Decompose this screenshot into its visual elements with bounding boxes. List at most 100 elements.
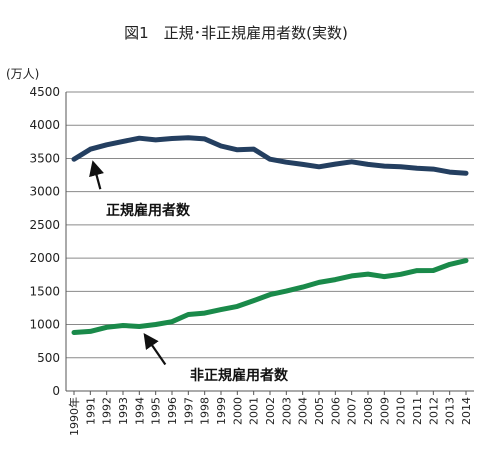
data-point <box>170 137 174 140</box>
x-tick-label: 2012 <box>427 397 440 425</box>
data-point <box>89 330 92 333</box>
data-point <box>105 326 108 329</box>
data-point <box>399 165 402 169</box>
x-tick-label: 1994 <box>133 397 146 425</box>
y-axis-ticks: 0 500 1000 1500 2000 2500 3000 3500 4000 4500 <box>29 85 60 398</box>
x-tick-label: 2003 <box>280 397 293 425</box>
data-point <box>138 325 141 328</box>
data-point <box>252 299 255 302</box>
data-point <box>72 331 76 334</box>
gridlines <box>66 91 474 359</box>
series-line-nonregular <box>71 258 469 335</box>
x-tick-label: 2006 <box>329 397 342 425</box>
x-tick-label: 2002 <box>264 397 277 425</box>
x-tick-label: 1991 <box>84 397 97 425</box>
x-tick-label: 1997 <box>182 397 195 425</box>
x-tick-label: 2009 <box>378 397 391 425</box>
data-point <box>268 293 272 296</box>
x-tick-label: 1995 <box>150 397 163 425</box>
data-point <box>285 160 288 164</box>
data-point <box>334 278 337 281</box>
data-point <box>285 289 288 293</box>
data-point <box>448 263 451 266</box>
x-tick-label: 2013 <box>444 397 457 425</box>
data-point <box>219 144 223 148</box>
data-point <box>154 323 157 326</box>
x-tick-label: 1992 <box>101 397 114 425</box>
data-point <box>187 136 190 139</box>
x-tick-label: 2001 <box>248 397 261 425</box>
data-point <box>415 167 419 170</box>
x-tick-label: 1990年 <box>67 397 81 436</box>
x-tick-label: 2007 <box>346 397 359 425</box>
x-axis-ticks: 1990年 1991 1992 1993 1994 1995 1996 1997 1998 199… <box>67 391 473 436</box>
data-point <box>121 324 125 327</box>
data-point <box>203 137 206 141</box>
data-point <box>366 163 370 166</box>
y-tick-label: 0 <box>52 384 60 398</box>
annotation-label-regular: 正規雇用者数 <box>106 202 191 219</box>
data-point <box>317 165 321 169</box>
data-point <box>252 147 255 151</box>
x-tick-label: 1993 <box>117 397 130 425</box>
series-line-regular <box>71 135 469 176</box>
data-point <box>72 158 76 161</box>
y-tick-label: 3000 <box>29 185 60 199</box>
data-point <box>432 269 435 272</box>
data-point <box>301 285 304 289</box>
y-tick-label: 4000 <box>29 118 60 132</box>
x-tick-label: 2014 <box>460 397 473 425</box>
data-point <box>366 272 370 276</box>
data-point <box>383 275 386 278</box>
y-tick-label: 1500 <box>29 284 60 298</box>
x-tick-label: 2004 <box>297 397 310 425</box>
data-point <box>415 269 419 272</box>
x-tick-label: 2010 <box>395 397 408 425</box>
annotation-arrow-nonregular <box>143 332 167 366</box>
data-point <box>383 164 386 168</box>
x-tick-label: 2008 <box>362 397 375 425</box>
y-tick-label: 500 <box>37 351 60 365</box>
x-axis <box>65 92 474 392</box>
series-lines <box>71 135 469 335</box>
annotation-label-nonregular: 非正規雇用者数 <box>190 367 289 384</box>
x-tick-label: 1998 <box>199 397 212 425</box>
data-point <box>170 320 174 323</box>
data-point <box>219 308 223 311</box>
data-point <box>464 259 468 262</box>
data-point <box>268 157 272 161</box>
data-point <box>187 313 190 316</box>
data-point <box>203 311 206 315</box>
data-point <box>301 163 304 166</box>
data-point <box>89 148 92 151</box>
data-point <box>236 148 239 152</box>
chart-title: 図1 正規･非正規雇用者数(実数) <box>124 24 348 42</box>
y-tick-label: 2500 <box>29 218 60 232</box>
annotation-arrow-regular <box>89 160 104 190</box>
y-tick-label: 1000 <box>29 318 60 332</box>
data-point <box>154 138 157 142</box>
data-point <box>121 140 125 143</box>
data-point <box>236 305 239 308</box>
x-tick-label: 1999 <box>215 397 228 425</box>
x-tick-label: 2011 <box>411 397 424 425</box>
data-point <box>334 162 337 166</box>
y-tick-label: 4500 <box>29 85 60 99</box>
data-point <box>317 281 321 284</box>
data-point <box>105 143 108 147</box>
data-point <box>432 167 435 171</box>
data-point <box>138 136 141 140</box>
data-point <box>350 274 353 278</box>
data-point <box>448 170 451 174</box>
x-tick-label: 1996 <box>166 397 179 425</box>
x-tick-label: 2005 <box>313 397 326 425</box>
data-point <box>350 160 353 164</box>
data-point <box>464 171 468 175</box>
y-tick-label: 2000 <box>29 251 60 265</box>
x-tick-label: 2000 <box>231 397 244 425</box>
data-point <box>399 273 402 276</box>
y-tick-label: 3500 <box>29 151 60 165</box>
